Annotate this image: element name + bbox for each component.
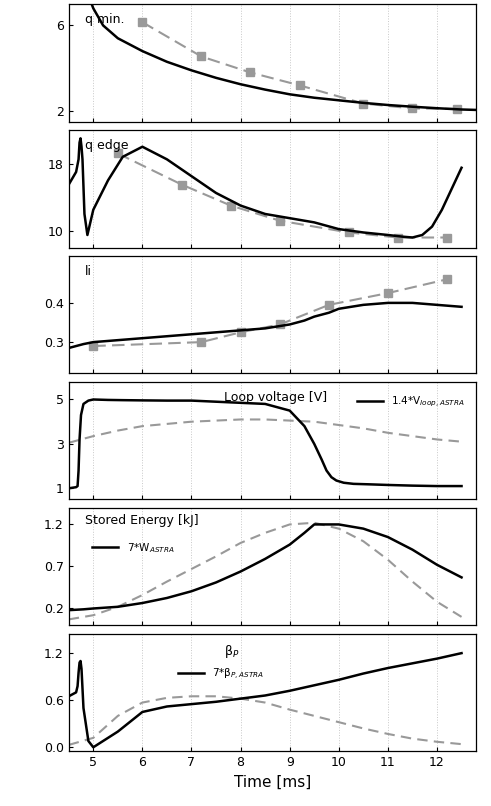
Legend: 1.4*V$_{loop,ASTRA}$: 1.4*V$_{loop,ASTRA}$: [355, 393, 467, 411]
Text: li: li: [85, 265, 92, 278]
Legend: 7*β$_{P,ASTRA}$: 7*β$_{P,ASTRA}$: [176, 665, 267, 683]
X-axis label: Time [ms]: Time [ms]: [234, 775, 311, 790]
Text: q min.: q min.: [85, 14, 125, 27]
Text: q edge: q edge: [85, 139, 129, 152]
Text: Loop voltage [V]: Loop voltage [V]: [223, 391, 327, 404]
Text: β$_P$: β$_P$: [223, 643, 239, 660]
Text: Stored Energy [kJ]: Stored Energy [kJ]: [85, 513, 199, 526]
Legend: 7*W$_{ASTRA}$: 7*W$_{ASTRA}$: [90, 538, 176, 557]
